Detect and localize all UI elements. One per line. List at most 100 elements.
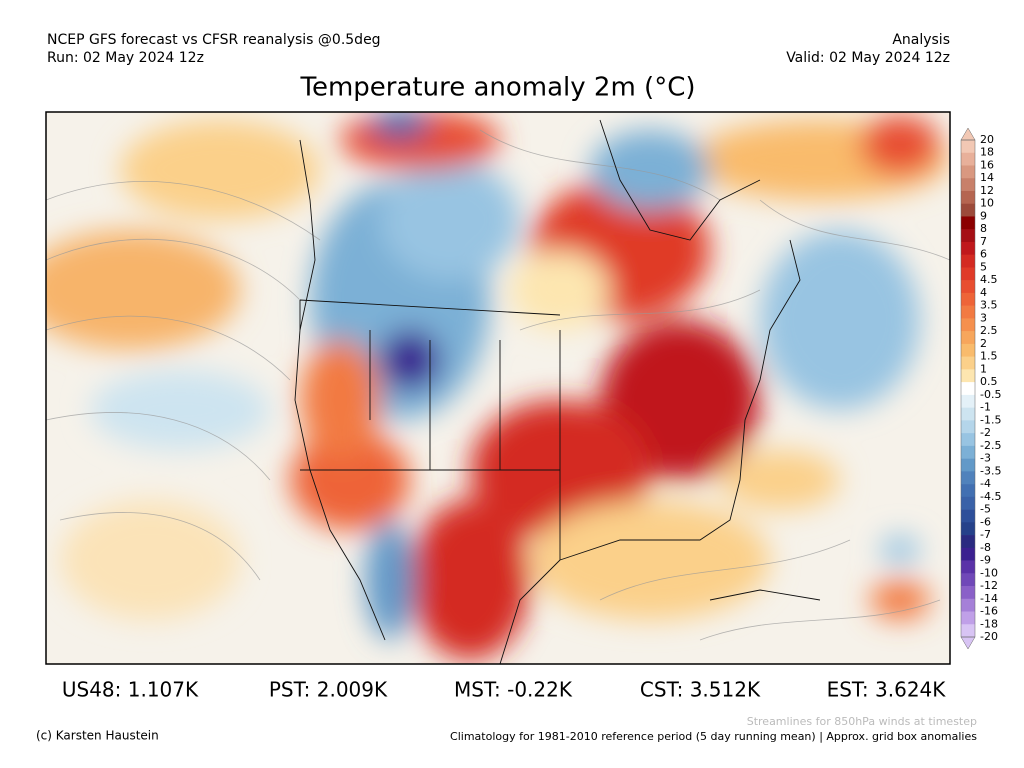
colorbar-label: 6	[980, 248, 987, 261]
colorbar-cell	[961, 560, 975, 574]
colorbar-label: 8	[980, 222, 987, 235]
colorbar-cell	[961, 598, 975, 612]
colorbar-cell	[961, 496, 975, 510]
map	[46, 112, 950, 664]
coastlines	[294, 119, 821, 664]
colorbar-label: 4.5	[980, 273, 998, 286]
colorbar-cell	[961, 305, 975, 319]
colorbar-cell	[961, 331, 975, 345]
colorbar-cell	[961, 586, 975, 600]
colorbar-label: -18	[980, 617, 998, 630]
colorbar-label: 2	[980, 337, 987, 350]
header-line: NCEP GFS forecast vs CFSR reanalysis @0.…	[47, 32, 381, 48]
colorbar-label: 4	[980, 286, 987, 299]
colorbar-label: -20	[980, 630, 998, 643]
colorbar-label: -10	[980, 566, 998, 579]
colorbar-label: -12	[980, 579, 998, 592]
colorbar-cell	[961, 369, 975, 383]
stat: MST: -0.22K	[454, 678, 573, 702]
colorbar-cell	[961, 382, 975, 396]
colorbar-label: -1	[980, 401, 991, 414]
colorbar-label: 3.5	[980, 299, 998, 312]
colorbar: 201816141210987654.543.532.521.510.5-0.5…	[960, 127, 1001, 650]
colorbar-label: -16	[980, 605, 998, 618]
header-line: Run: 02 May 2024 12z	[47, 50, 204, 66]
anomaly-field	[46, 112, 950, 660]
colorbar-cell	[961, 433, 975, 447]
colorbar-label: 18	[980, 146, 994, 159]
stat: CST: 3.512K	[640, 678, 761, 702]
colorbar-label: 20	[980, 133, 994, 146]
colorbar-label: -2	[980, 426, 991, 439]
colorbar-label: -14	[980, 592, 998, 605]
colorbar-label: 1.5	[980, 350, 998, 363]
colorbar-label: -4.5	[980, 490, 1001, 503]
colorbar-cell	[961, 458, 975, 472]
colorbar-cell	[961, 509, 975, 523]
colorbar-cell	[961, 203, 975, 217]
colorbar-end	[960, 127, 976, 141]
footnote: Streamlines for 850hPa winds at timestep	[747, 715, 977, 728]
map-frame	[45, 111, 951, 665]
colorbar-label: 0.5	[980, 375, 998, 388]
colorbar-label: -2.5	[980, 439, 1001, 452]
colorbar-cell	[961, 624, 975, 638]
colorbar-cell	[961, 535, 975, 549]
colorbar-cell	[961, 165, 975, 179]
header-line: Valid: 02 May 2024 12z	[786, 50, 950, 66]
colorbar-label: 10	[980, 197, 994, 210]
colorbar-label: -0.5	[980, 388, 1001, 401]
colorbar-cell	[961, 407, 975, 421]
colorbar-cell	[961, 178, 975, 192]
colorbar-cell	[961, 547, 975, 561]
colorbar-label: 3	[980, 311, 987, 324]
colorbar-cell	[961, 318, 975, 332]
colorbar-cell	[961, 445, 975, 459]
colorbar-cell	[961, 573, 975, 587]
colorbar-cell	[961, 140, 975, 154]
colorbar-label: -3.5	[980, 464, 1001, 477]
stat: EST: 3.624K	[827, 678, 947, 702]
colorbar-cell	[961, 343, 975, 357]
colorbar-cell	[961, 267, 975, 281]
colorbar-label: -4	[980, 477, 991, 490]
colorbar-cell	[961, 394, 975, 408]
colorbar-end	[960, 636, 976, 650]
colorbar-cell	[961, 611, 975, 625]
colorbar-cell	[961, 420, 975, 434]
colorbar-cell	[961, 241, 975, 255]
colorbar-label: 12	[980, 184, 994, 197]
colorbar-label: -7	[980, 528, 991, 541]
colorbar-label: 5	[980, 260, 987, 273]
map-title: Temperature anomaly 2m (°C)	[300, 73, 696, 103]
colorbar-label: 2.5	[980, 324, 998, 337]
colorbar-cell	[961, 254, 975, 268]
credit: (c) Karsten Haustein	[36, 729, 159, 743]
colorbar-label: 9	[980, 209, 987, 222]
colorbar-cell	[961, 522, 975, 536]
colorbar-cell	[961, 229, 975, 243]
colorbar-cell	[961, 484, 975, 498]
colorbar-label: -8	[980, 541, 991, 554]
colorbar-cell	[961, 471, 975, 485]
colorbar-label: 7	[980, 235, 987, 248]
colorbar-label: 16	[980, 158, 994, 171]
stat: PST: 2.009K	[269, 678, 388, 702]
stat: US48: 1.107K	[62, 678, 199, 702]
colorbar-cell	[961, 152, 975, 166]
colorbar-cell	[961, 190, 975, 205]
colorbar-cell	[961, 216, 975, 230]
colorbar-cell	[961, 292, 975, 306]
colorbar-cell	[961, 356, 975, 370]
header-line: Analysis	[892, 32, 950, 48]
colorbar-cell	[961, 280, 975, 294]
footnote: Climatology for 1981-2010 reference peri…	[450, 730, 977, 743]
colorbar-frame	[960, 139, 976, 638]
colorbar-label: -5	[980, 503, 991, 516]
colorbar-label: -1.5	[980, 413, 1001, 426]
streamlines	[46, 129, 950, 641]
colorbar-label: -9	[980, 554, 991, 567]
colorbar-label: -6	[980, 515, 991, 528]
